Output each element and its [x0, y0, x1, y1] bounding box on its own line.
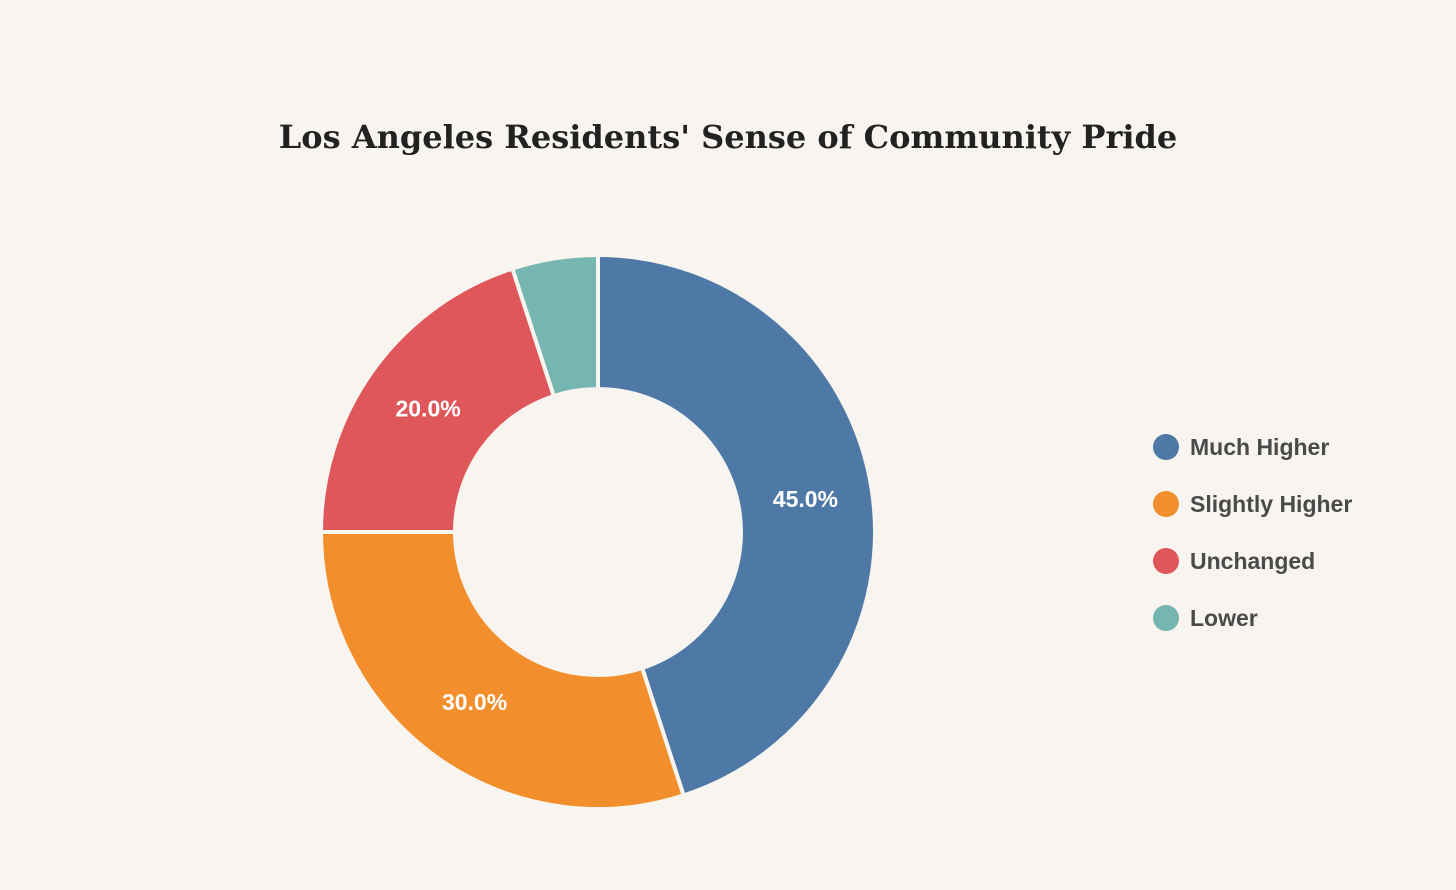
slice-label-slightly-higher: 30.0%	[442, 689, 507, 715]
legend-item-slightly-higher[interactable]: Slightly Higher	[1153, 491, 1352, 517]
slice-lower[interactable]	[510, 253, 600, 398]
legend-item-lower[interactable]: Lower	[1153, 605, 1258, 631]
legend-swatch-slightly-higher	[1153, 491, 1179, 517]
legend-swatch-unchanged	[1153, 548, 1179, 574]
legend-swatch-lower	[1153, 605, 1179, 631]
slice-unchanged[interactable]	[319, 266, 556, 534]
legend-swatch-much-higher	[1153, 434, 1179, 460]
slice-slightly-higher[interactable]	[319, 530, 686, 811]
slice-label-unchanged: 20.0%	[395, 396, 460, 422]
slice-much-higher[interactable]	[596, 253, 877, 798]
slices-group	[319, 253, 877, 811]
legend-label-unchanged: Unchanged	[1190, 548, 1315, 574]
legend-item-unchanged[interactable]: Unchanged	[1153, 548, 1315, 574]
legend-item-much-higher[interactable]: Much Higher	[1153, 434, 1329, 460]
legend-label-much-higher: Much Higher	[1190, 434, 1329, 460]
chart-title: Los Angeles Residents' Sense of Communit…	[279, 118, 1177, 156]
legend-label-lower: Lower	[1190, 605, 1258, 631]
slice-labels-group: 45.0% 30.0% 20.0%	[395, 396, 838, 715]
slice-label-much-higher: 45.0%	[773, 486, 838, 512]
legend-label-slightly-higher: Slightly Higher	[1190, 491, 1352, 517]
legend: Much Higher Slightly Higher Unchanged Lower	[1153, 434, 1352, 631]
